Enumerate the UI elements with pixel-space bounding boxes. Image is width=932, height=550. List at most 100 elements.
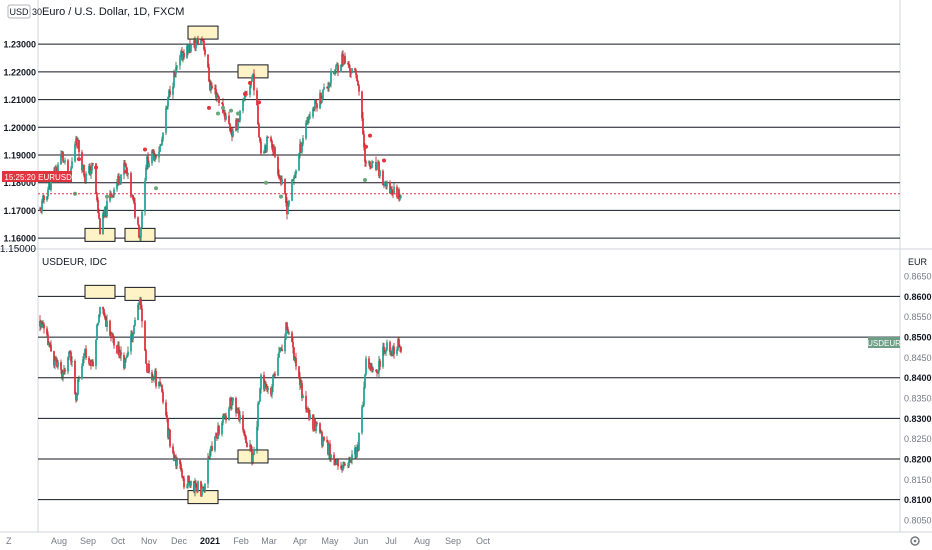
candle-body (288, 332, 290, 334)
candle-body (378, 162, 380, 177)
bottom-tick-label: 0.8100 (904, 495, 932, 505)
candle-body (181, 51, 183, 60)
candle-body (228, 115, 230, 124)
candle-body (316, 103, 318, 109)
top-level-label: 1.17000 (3, 206, 36, 216)
candle-body (165, 402, 167, 416)
candle-body (174, 72, 176, 74)
candle-body (102, 213, 104, 235)
z-icon[interactable]: Z (6, 536, 12, 546)
candle-body (96, 193, 98, 201)
candle-body (71, 161, 73, 169)
candle-body (133, 199, 135, 203)
candle-body (169, 430, 171, 447)
candle-body (131, 334, 133, 340)
signal-dot-green (264, 180, 268, 185)
candle-body (362, 118, 364, 135)
candle-body (341, 54, 343, 65)
candle-body (48, 343, 50, 346)
candle-body (84, 175, 86, 182)
candle-body (116, 182, 118, 190)
candle-body (106, 200, 108, 217)
candle-body (242, 415, 244, 430)
candle-body (376, 162, 378, 170)
candle-body (363, 387, 365, 406)
candle-body (286, 322, 288, 330)
candle-body (203, 40, 205, 50)
candle-body (47, 189, 49, 197)
candle-body (116, 345, 118, 354)
candle-body (53, 351, 55, 366)
candle-body (165, 108, 167, 133)
candle-body (319, 423, 321, 433)
candle-body (40, 208, 42, 212)
candle-body (195, 483, 197, 487)
candle-body (216, 432, 218, 439)
candle-body (181, 470, 183, 477)
candle-body (372, 161, 374, 163)
candle-body (187, 46, 189, 54)
bottom-tick-label: 0.8500 (904, 333, 932, 343)
candle-body (151, 372, 153, 380)
top-pane-title[interactable]: Euro / U.S. Dollar, 1D, FXCM (42, 6, 184, 18)
candle-body (386, 342, 388, 350)
candle-body (312, 108, 314, 117)
candle-body (250, 444, 252, 451)
candle-body (141, 211, 143, 228)
candle-body (104, 206, 106, 216)
candle-body (301, 383, 303, 399)
signal-dot-green (105, 194, 109, 199)
candle-body (264, 383, 266, 390)
candle-body (301, 143, 303, 152)
signal-dot-green (236, 111, 240, 116)
candle-body (176, 65, 178, 68)
candle-body (193, 40, 195, 45)
time-axis-label: Sep (445, 536, 461, 546)
candle-body (245, 436, 247, 443)
candle-body (39, 320, 41, 327)
candle-body (106, 320, 108, 327)
candle-body (99, 218, 101, 235)
time-axis-label: Mar (261, 536, 277, 546)
candle-body (321, 432, 323, 446)
gear-icon[interactable] (910, 536, 920, 546)
candle-body (147, 363, 149, 372)
candle-body (208, 67, 210, 82)
candle-body (356, 446, 358, 458)
candle-body (124, 359, 126, 369)
usd-badge[interactable]: USD (7, 4, 31, 19)
candle-body (110, 335, 112, 337)
candle-body (63, 161, 65, 162)
candle-body (222, 415, 224, 423)
candle-body (327, 441, 329, 455)
candle-body (204, 483, 206, 491)
top-highlight-boxes (84, 25, 269, 242)
top-level-labels: 1.23000 1.22000 1.21000 1.20000 1.19000 1.180… (3, 40, 36, 244)
bottom-pane-title[interactable]: USDEUR, IDC (42, 257, 107, 268)
candle-body (263, 151, 265, 154)
time-axis-label: Jul (385, 536, 397, 546)
candle-body (113, 338, 115, 346)
candle-body (190, 44, 192, 52)
candle-body (229, 123, 231, 131)
candle-body (281, 348, 283, 352)
candle-body (134, 319, 136, 326)
candle-body (280, 178, 282, 185)
candle-body (313, 418, 315, 430)
candle-body (277, 357, 279, 376)
bottom-level-lines (38, 295, 900, 501)
candle-body (306, 409, 308, 413)
candle-body (292, 178, 294, 180)
candle-body (179, 56, 181, 66)
candle-body (105, 318, 107, 327)
candle-body (238, 120, 240, 122)
candle-body (295, 357, 297, 367)
candle-body (382, 346, 384, 367)
candle-body (152, 150, 154, 152)
candle-body (235, 120, 237, 131)
usdeur-tag: USDEUR (867, 337, 901, 348)
candle-body (398, 189, 400, 200)
candle-body (81, 365, 83, 379)
candle-body (285, 322, 287, 340)
candle-body (326, 87, 328, 88)
